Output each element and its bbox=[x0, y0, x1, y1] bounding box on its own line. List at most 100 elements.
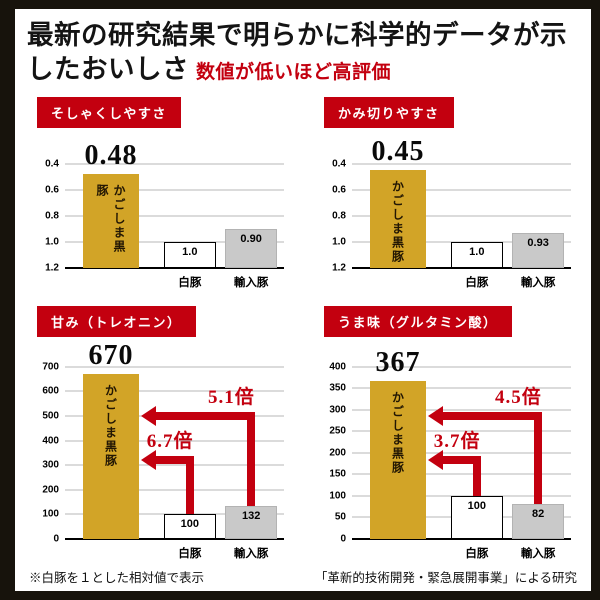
bar-white-pork: 1.0 bbox=[450, 241, 504, 268]
axis-baseline bbox=[65, 266, 284, 269]
x-label-imported-pork: 輸入豚 bbox=[520, 547, 556, 560]
footnotes: ※白豚を１とした相対値で表示 「革新的技術開発・緊急展開事業」による研究 bbox=[27, 567, 579, 588]
gridline bbox=[352, 189, 571, 191]
axis-tick-label: 400 bbox=[329, 361, 346, 373]
axis-tick-label: 200 bbox=[329, 447, 346, 459]
axis-tick-label: 1.0 bbox=[332, 236, 346, 248]
axis-tick-label: 250 bbox=[329, 425, 346, 437]
axis-tick-label: 100 bbox=[42, 508, 59, 520]
plot-area: 0.45 かごしま黒豚 1.0 0.93 白豚 輸入豚 0.4 0.6 0.8 1.0… bbox=[332, 138, 571, 289]
x-label-imported-pork: 輸入豚 bbox=[233, 276, 269, 289]
plot-area: 367 かごしま黒豚 100 82 白豚 輸入豚 400 350 300 250 200… bbox=[329, 349, 571, 560]
highlight-value: 670 bbox=[88, 340, 134, 372]
gridline bbox=[352, 387, 571, 389]
gridline bbox=[65, 189, 284, 191]
axis-tick-label: 0.4 bbox=[45, 158, 59, 170]
gridline bbox=[65, 163, 284, 165]
arrow-head-icon bbox=[141, 405, 157, 426]
gridline bbox=[352, 366, 571, 368]
gridline bbox=[352, 430, 571, 432]
axis-tick-label: 700 bbox=[42, 361, 59, 373]
gridline bbox=[352, 163, 571, 165]
axis-tick-label: 500 bbox=[42, 410, 59, 422]
chart-panel-bitability: かみ切りやすさ 0.45 かごしま黒豚 1.0 0.93 白豚 bbox=[314, 96, 579, 292]
plot-area: 0.48 かごしま黒豚 1.0 0.90 白豚 輸入豚 0.4 0.6 0.8 1.0… bbox=[45, 142, 284, 289]
axis-tick-label: 0 bbox=[53, 533, 59, 545]
chart-title-badge: うま味（グルタミン酸） bbox=[324, 305, 512, 337]
bar-name-vertical: かごしま黒豚 bbox=[390, 391, 405, 476]
axis-tick-label: 0 bbox=[340, 533, 346, 545]
multiplier-label: 3.7倍 bbox=[433, 431, 481, 453]
axis-tick-label: 200 bbox=[42, 484, 59, 496]
axis-tick-label: 0.6 bbox=[332, 184, 346, 196]
gridline bbox=[65, 464, 284, 466]
axis-tick-label: 0.8 bbox=[45, 210, 59, 222]
highlight-value: 0.48 bbox=[84, 140, 138, 172]
axis-tick-label: 1.0 bbox=[45, 236, 59, 248]
multiplier-label: 5.1倍 bbox=[208, 386, 255, 408]
x-label-white-pork: 白豚 bbox=[178, 547, 202, 560]
research-source-note: 「革新的技術開発・緊急展開事業」による研究 bbox=[314, 570, 577, 585]
arrow-stem bbox=[472, 456, 481, 496]
plot-area: 670 かごしま黒豚 100 132 白豚 輸入豚 700 600 500 400 30… bbox=[42, 342, 284, 560]
gridline bbox=[65, 513, 284, 515]
chart-title-badge: 甘み（トレオニン） bbox=[37, 305, 196, 337]
chart-box: 367 かごしま黒豚 100 82 白豚 輸入豚 400 350 300 250 200… bbox=[329, 349, 571, 560]
bar-name-vertical: かごしま黒豚 bbox=[94, 184, 126, 255]
bar-value-label: 100 bbox=[467, 499, 486, 512]
multiplier-label: 4.5倍 bbox=[495, 386, 542, 408]
bar-value-label: 0.90 bbox=[240, 232, 262, 245]
axis-tick-label: 300 bbox=[42, 459, 59, 471]
chart-box: 670 かごしま黒豚 100 132 白豚 輸入豚 700 600 500 400 30… bbox=[42, 342, 284, 560]
arrow-stem bbox=[185, 456, 194, 515]
axis-tick-label: 0.6 bbox=[45, 184, 59, 196]
arrow-line bbox=[155, 411, 252, 420]
arrow-line bbox=[155, 456, 190, 465]
axis-tick-label: 300 bbox=[329, 404, 346, 416]
gridline bbox=[65, 390, 284, 392]
gridline bbox=[352, 215, 571, 217]
axis-tick-label: 100 bbox=[329, 490, 346, 502]
highlight-value: 367 bbox=[375, 347, 421, 379]
axis-tick-label: 1.2 bbox=[45, 262, 59, 274]
bar-kurobuta: かごしま黒豚 bbox=[369, 170, 427, 268]
axis-tick-label: 1.2 bbox=[332, 262, 346, 274]
page-title: 最新の研究結果で明らかに科学的データが示したおいしさ 数値が低いほど高評価 bbox=[27, 19, 579, 87]
relative-value-note: ※白豚を１とした相対値で表示 bbox=[29, 570, 205, 585]
bar-kurobuta: かごしま黒豚 bbox=[82, 374, 140, 539]
bar-imported-pork: 0.90 bbox=[224, 228, 278, 268]
gridline bbox=[352, 452, 571, 454]
chart-title-badge: そしゃくしやすさ bbox=[37, 96, 181, 128]
bar-name-vertical: かごしま黒豚 bbox=[103, 384, 118, 469]
bar-value-label: 100 bbox=[180, 518, 199, 531]
bar-imported-pork: 0.93 bbox=[511, 232, 565, 268]
axis-tick-label: 400 bbox=[42, 435, 59, 447]
chart-box: 0.48 かごしま黒豚 1.0 0.90 白豚 輸入豚 0.4 0.6 0.8 1.0… bbox=[45, 142, 284, 289]
axis-baseline bbox=[352, 537, 571, 540]
bar-value-label: 82 bbox=[532, 507, 545, 520]
x-label-white-pork: 白豚 bbox=[178, 276, 202, 289]
bar-imported-pork: 82 bbox=[511, 503, 565, 539]
x-label-white-pork: 白豚 bbox=[465, 547, 489, 560]
arrow-line bbox=[442, 456, 477, 465]
multiplier-label: 6.7倍 bbox=[146, 431, 194, 453]
bar-kurobuta: かごしま黒豚 bbox=[82, 174, 140, 268]
arrow-head-icon bbox=[428, 450, 444, 471]
chart-panel-umami: うま味（グルタミン酸） 367 かごしま黒豚 100 82 白豚 bbox=[314, 305, 579, 563]
axis-tick-label: 0.4 bbox=[332, 158, 346, 170]
bar-value-label: 1.0 bbox=[182, 245, 198, 258]
rating-note: 数値が低いほど高評価 bbox=[196, 61, 392, 83]
bar-kurobuta: かごしま黒豚 bbox=[369, 381, 427, 539]
chart-panel-sweetness: 甘み（トレオニン） 670 かごしま黒豚 100 132 白豚 bbox=[27, 305, 292, 563]
axis-baseline bbox=[352, 266, 571, 269]
chart-title-badge: かみ切りやすさ bbox=[324, 96, 454, 128]
gridline bbox=[65, 440, 284, 442]
chart-panel-chewability: そしゃくしやすさ 0.48 かごしま黒豚 1.0 0.90 白豚 bbox=[27, 96, 292, 292]
gridline bbox=[352, 473, 571, 475]
chart-box: 0.45 かごしま黒豚 1.0 0.93 白豚 輸入豚 0.4 0.6 0.8 1.0… bbox=[332, 138, 571, 289]
axis-tick-label: 150 bbox=[329, 468, 346, 480]
arrow-line bbox=[442, 411, 539, 420]
axis-tick-label: 350 bbox=[329, 382, 346, 394]
charts-grid: そしゃくしやすさ 0.48 かごしま黒豚 1.0 0.90 白豚 bbox=[27, 96, 579, 563]
